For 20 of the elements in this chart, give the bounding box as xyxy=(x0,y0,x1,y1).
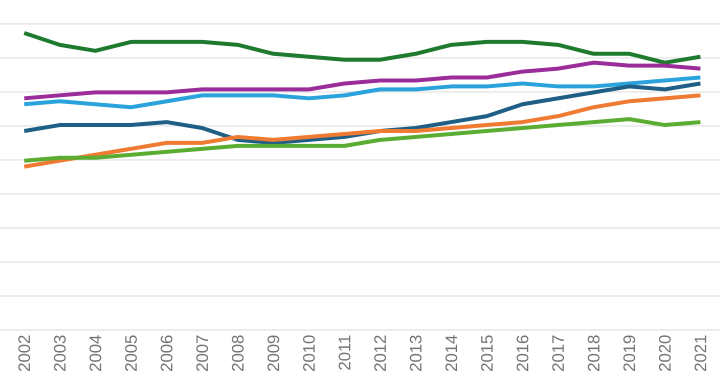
x-tick-label: 2019 xyxy=(623,336,636,371)
x-tick-label: 2004 xyxy=(90,335,102,371)
x-tick-label: 2008 xyxy=(232,335,244,371)
x-tick-label: 2016 xyxy=(516,335,528,371)
x-tick-label: 2012 xyxy=(374,336,386,371)
x-tick-label: 2003 xyxy=(54,335,66,371)
x-tick-label: 2002 xyxy=(18,336,30,371)
x-tick-label: 2014 xyxy=(445,335,458,371)
x-tick-label: 2017 xyxy=(552,336,564,371)
x-tick-label: 2018 xyxy=(588,335,600,371)
x-tick-label: 2007 xyxy=(196,336,208,371)
x-tick-label: 2011 xyxy=(338,336,350,370)
x-tick-label: 2020 xyxy=(658,335,671,371)
x-tick-label: 2021 xyxy=(694,336,706,371)
x-tick-label: 2005 xyxy=(125,335,137,371)
x-tick-label: 2015 xyxy=(480,335,493,371)
x-tick-label: 2006 xyxy=(160,335,172,371)
x-tick-label: 2010 xyxy=(303,335,315,371)
x-tick-label: 2009 xyxy=(267,336,280,371)
x-tick-label: 2013 xyxy=(410,335,422,371)
